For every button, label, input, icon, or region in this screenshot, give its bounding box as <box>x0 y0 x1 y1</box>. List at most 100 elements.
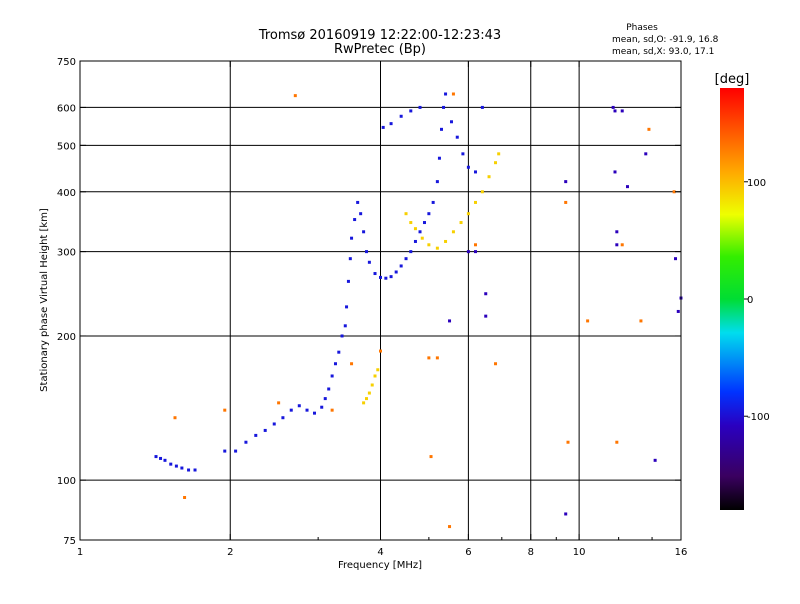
colorbar-tick-label: 100 <box>747 178 766 189</box>
data-point <box>615 440 619 444</box>
data-point <box>384 276 388 280</box>
data-point <box>487 175 491 179</box>
data-point <box>440 127 444 131</box>
data-point <box>367 260 371 264</box>
data-point <box>174 464 178 468</box>
data-point <box>193 468 197 472</box>
data-point <box>448 525 452 529</box>
data-point <box>647 127 651 131</box>
data-point <box>348 257 352 261</box>
data-point <box>444 239 448 243</box>
data-point <box>494 161 498 165</box>
data-point <box>615 243 619 247</box>
data-point <box>435 180 439 184</box>
x-tick-label: 16 <box>675 547 688 558</box>
chart-subtitle: RwPretec (Bp) <box>334 42 426 57</box>
data-point <box>379 275 382 279</box>
data-point <box>413 239 417 243</box>
data-point <box>394 270 398 274</box>
data-point <box>620 109 624 113</box>
data-point <box>409 109 413 113</box>
data-point <box>187 468 191 472</box>
legend-line-o: mean, sd,O: -91.9, 16.8 <box>612 35 719 45</box>
data-point <box>379 349 382 353</box>
data-point <box>163 458 167 462</box>
data-point <box>183 495 187 499</box>
data-point <box>409 250 413 254</box>
y-axis-ticks: 75 100 200 300 400 500 600 750 <box>57 57 681 547</box>
data-point <box>494 362 498 366</box>
data-point <box>672 190 676 194</box>
data-point <box>337 350 341 354</box>
data-point <box>484 314 488 318</box>
data-point <box>350 362 354 366</box>
data-point <box>473 250 477 254</box>
y-axis-label: Stationary phase Virtual Height [km] <box>39 208 50 392</box>
y-tick-label: 200 <box>57 332 76 343</box>
data-point <box>413 227 417 231</box>
data-point <box>399 264 403 268</box>
data-point <box>330 408 334 412</box>
x-axis-label: Frequency [MHz] <box>338 560 422 571</box>
data-point <box>263 428 267 432</box>
colorbar-label: [deg] <box>715 72 750 87</box>
data-point <box>435 246 439 250</box>
data-point <box>459 221 463 225</box>
data-point <box>449 120 453 124</box>
data-point <box>431 200 435 204</box>
data-point <box>169 462 173 466</box>
data-point <box>564 512 568 516</box>
data-point <box>345 305 349 309</box>
data-points <box>154 92 683 529</box>
data-point <box>159 456 163 460</box>
data-point <box>466 165 470 169</box>
data-point <box>272 422 276 426</box>
data-point <box>437 156 441 160</box>
data-point <box>297 404 301 408</box>
y-tick-label: 300 <box>57 248 76 259</box>
data-point <box>613 170 617 174</box>
data-point <box>448 319 452 323</box>
data-point <box>254 433 258 437</box>
data-point <box>305 408 309 412</box>
data-point <box>564 180 568 184</box>
data-point <box>289 408 293 412</box>
data-point <box>473 200 477 204</box>
data-point <box>435 356 439 360</box>
data-point <box>455 135 459 139</box>
data-point <box>365 397 369 401</box>
data-point <box>234 449 238 453</box>
data-point <box>564 200 568 204</box>
colorbar-ticks: 100 0 -100 <box>744 178 770 423</box>
data-point <box>293 94 297 98</box>
colorbar-tick-label: -100 <box>747 412 770 423</box>
data-point <box>653 458 657 462</box>
data-point <box>367 391 371 395</box>
data-point <box>399 114 403 118</box>
data-point <box>480 190 484 194</box>
data-point <box>154 455 158 459</box>
data-point <box>461 152 465 156</box>
data-point <box>223 449 227 453</box>
data-point <box>404 257 408 261</box>
data-point <box>373 374 377 378</box>
y-tick-label: 75 <box>63 536 76 547</box>
data-point <box>466 250 470 254</box>
data-point <box>376 368 380 372</box>
data-point <box>674 257 678 261</box>
data-point <box>359 212 363 216</box>
data-point <box>639 319 643 323</box>
data-point <box>615 230 619 234</box>
data-point <box>409 221 413 225</box>
data-point <box>327 387 331 391</box>
data-point <box>389 275 393 279</box>
chart-title: Tromsø 20160919 12:22:00-12:23:43 <box>258 28 501 43</box>
data-point <box>429 455 433 459</box>
data-point <box>333 362 337 366</box>
data-point <box>473 243 477 247</box>
data-point <box>676 309 680 313</box>
data-point <box>312 411 316 415</box>
data-point <box>420 236 424 240</box>
data-point <box>173 416 177 420</box>
